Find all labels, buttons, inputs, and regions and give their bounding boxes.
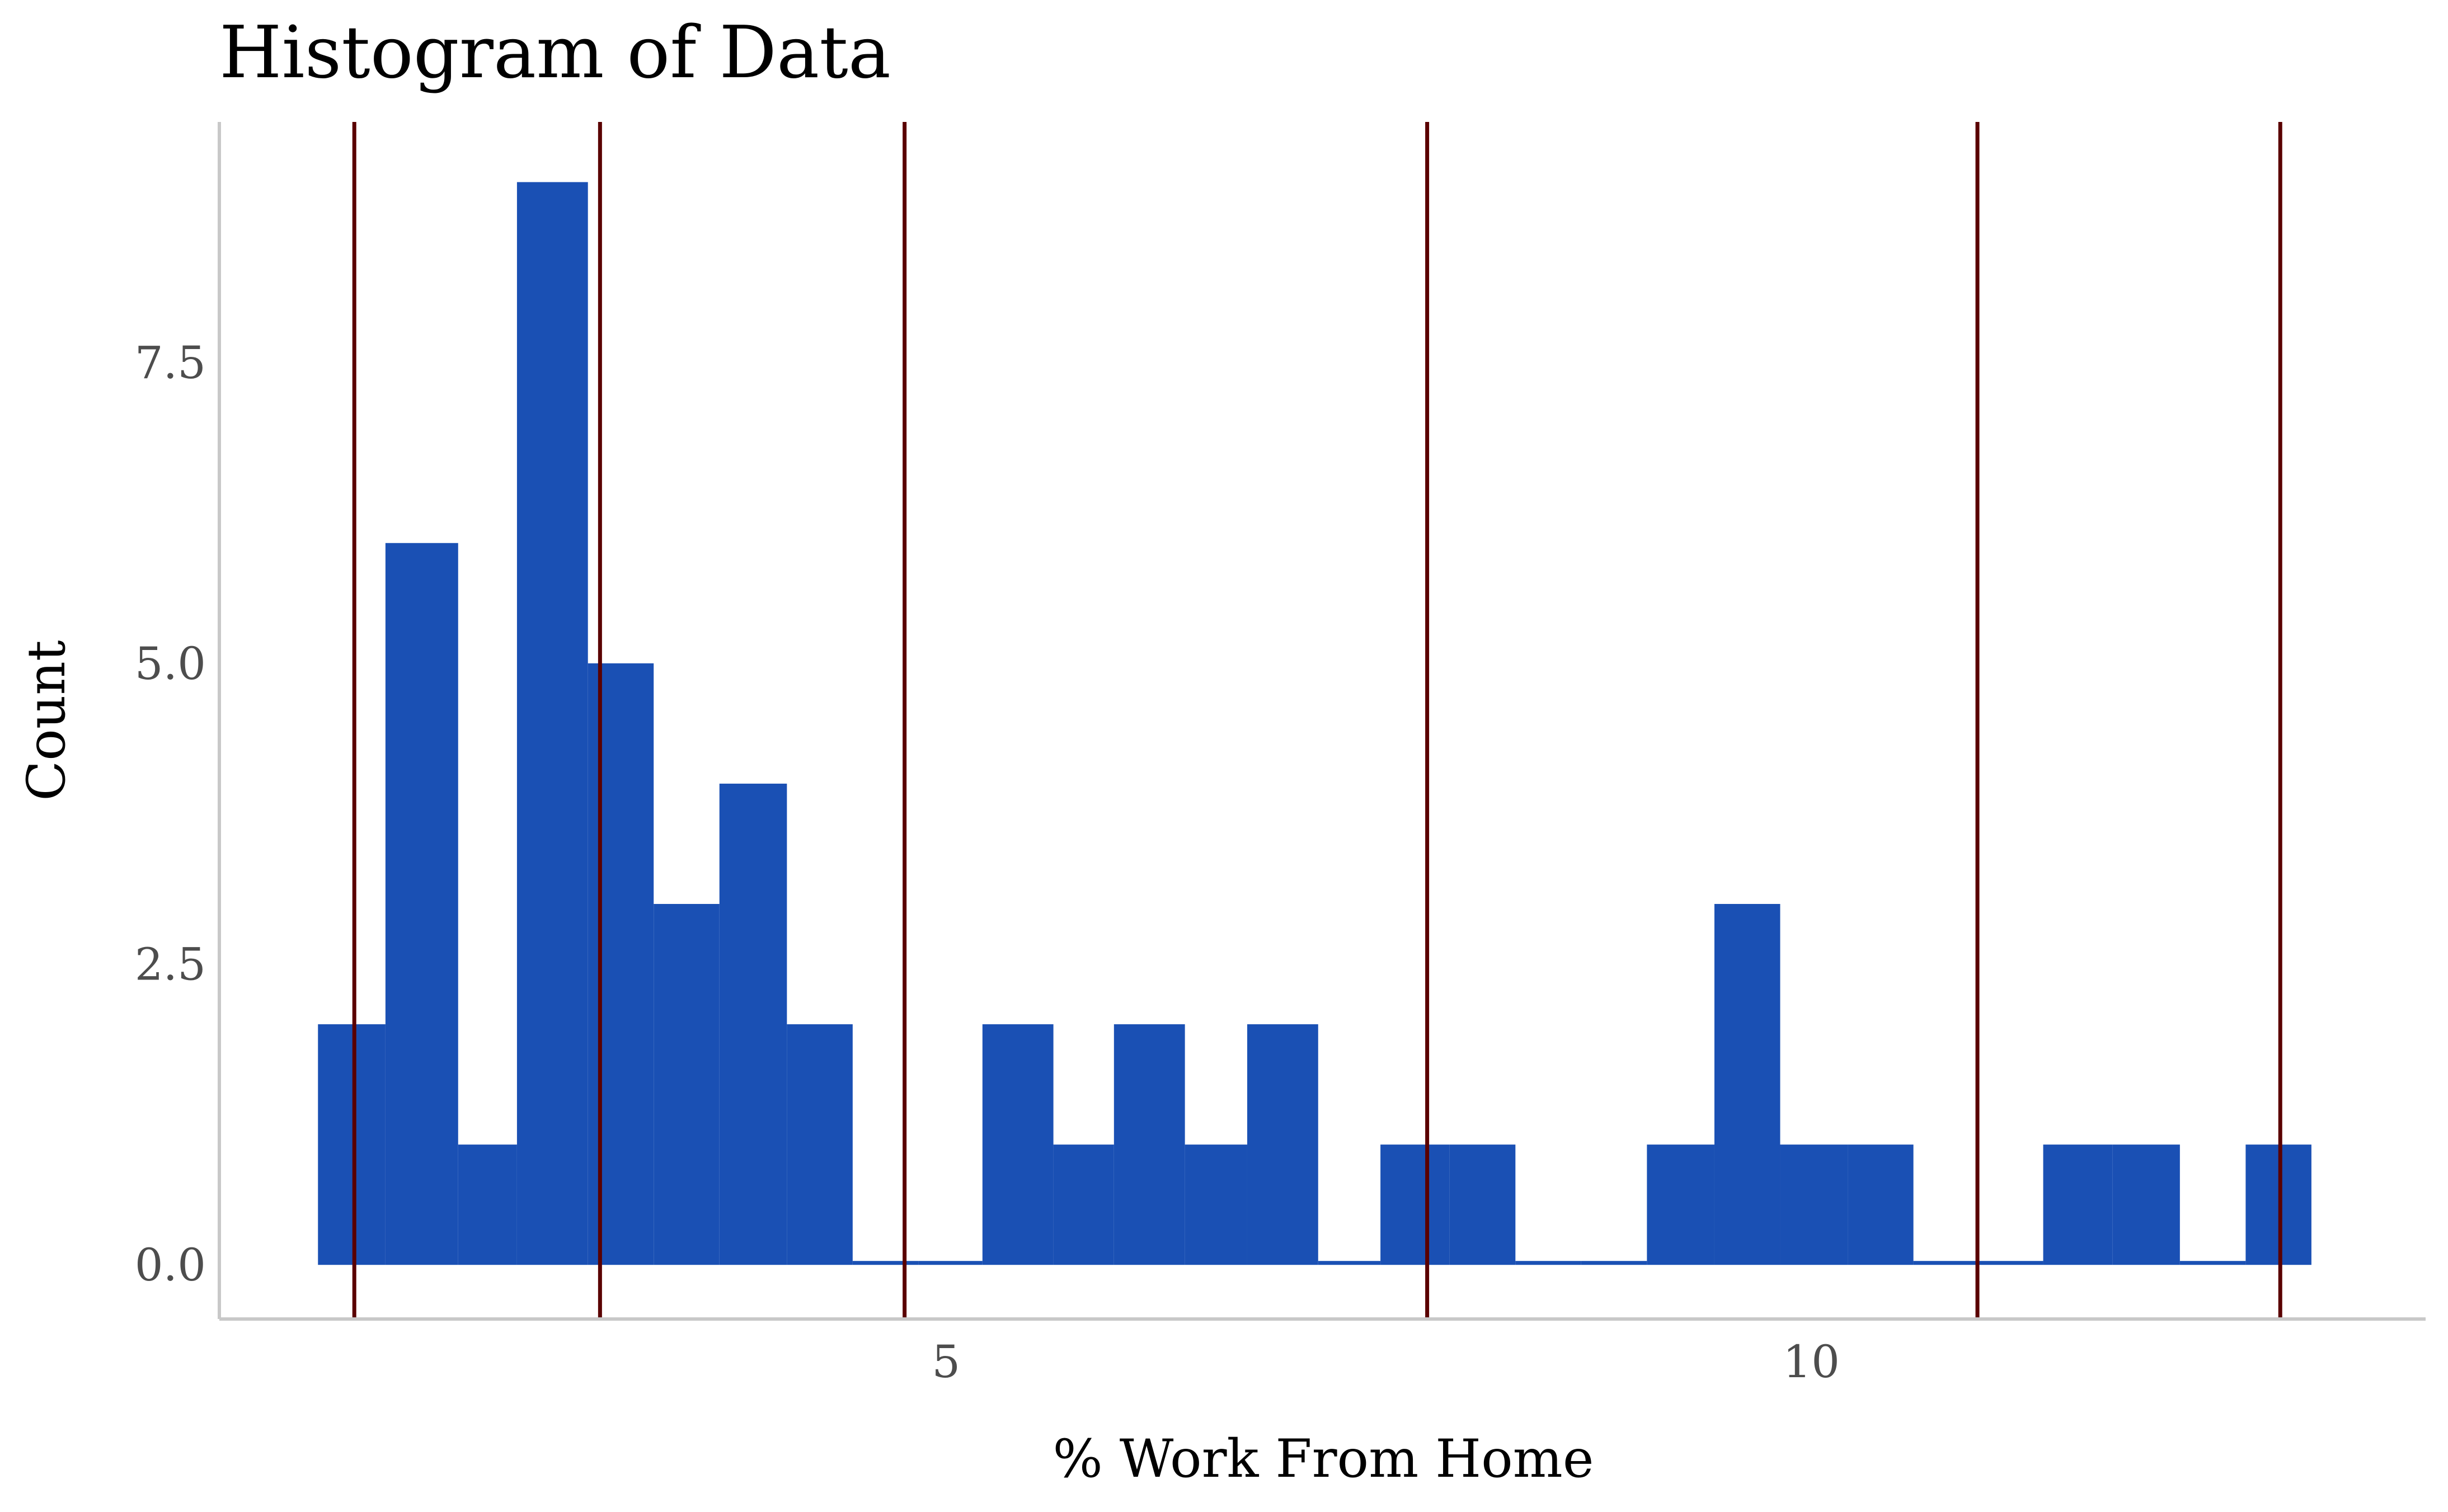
y-tick-label: 2.5 <box>135 939 206 991</box>
x-axis-title: % Work From Home <box>1053 1429 1594 1490</box>
y-tick-label: 0.0 <box>135 1239 206 1291</box>
histogram-bar <box>1247 1024 1318 1265</box>
histogram-bar <box>458 1144 517 1265</box>
y-tick-labels: 0.0 2.5 5.0 7.5 <box>135 337 206 1291</box>
y-tick-label: 7.5 <box>135 337 206 389</box>
histogram-bar <box>1714 903 1780 1265</box>
histogram-bar <box>1185 1144 1247 1265</box>
x-tick-labels: 5 10 <box>932 1336 1840 1388</box>
histogram-bar <box>588 663 654 1265</box>
y-tick-label: 5.0 <box>135 638 206 690</box>
histogram-bar <box>852 1261 919 1265</box>
histogram-bar <box>1053 1144 1114 1265</box>
histogram-bar <box>385 543 458 1265</box>
histogram-bar <box>516 182 588 1265</box>
histogram-bar <box>1449 1144 1516 1265</box>
chart-title: Histogram of Data <box>219 11 891 95</box>
histogram-bar <box>2043 1144 2113 1265</box>
histogram-bar <box>318 1024 386 1265</box>
histogram-bar <box>1515 1261 1581 1265</box>
histogram-bar <box>787 1024 853 1265</box>
histogram-bar <box>2112 1144 2180 1265</box>
histogram-bar <box>1113 1024 1185 1265</box>
histogram-bar <box>2179 1261 2246 1265</box>
histogram-bar <box>918 1261 983 1265</box>
x-tick-label: 10 <box>1783 1336 1840 1388</box>
histogram-bar <box>1979 1261 2043 1265</box>
x-tick-label: 5 <box>932 1336 960 1388</box>
histogram-bar <box>719 783 787 1265</box>
histogram-bar <box>1647 1144 1714 1265</box>
histogram-bar <box>1581 1261 1647 1265</box>
histogram-bar <box>1780 1144 1848 1265</box>
histogram-bar <box>982 1024 1054 1265</box>
bars-layer <box>318 182 2311 1265</box>
y-axis-title: Count <box>16 640 77 801</box>
histogram-bar <box>654 903 720 1265</box>
histogram-bar <box>1318 1261 1381 1265</box>
histogram-bar <box>1848 1144 1914 1265</box>
histogram-bar <box>1380 1144 1450 1265</box>
histogram-bar <box>1913 1261 1980 1265</box>
vertical-lines-layer <box>352 122 2282 1319</box>
